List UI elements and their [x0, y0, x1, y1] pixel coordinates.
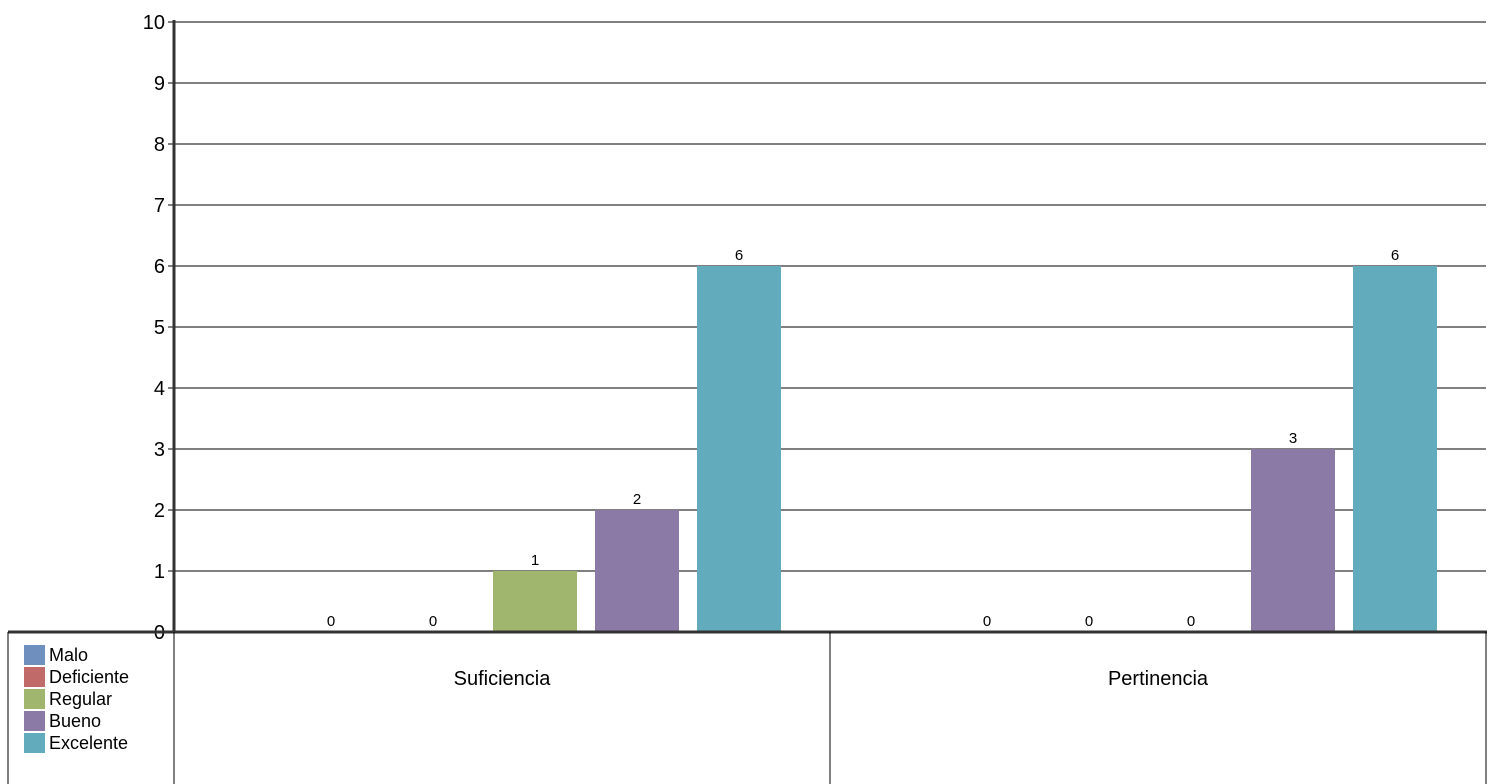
y-tick-label-2: 2 [154, 500, 165, 522]
data-label-pertinencia-regular: 0 [1187, 613, 1195, 630]
y-tick-label-4: 4 [154, 378, 165, 400]
legend-swatch-malo [24, 645, 45, 665]
data-label-pertinencia-deficiente: 0 [1085, 613, 1093, 630]
y-tick-label-8: 8 [154, 134, 165, 156]
legend-swatch-excelente [24, 733, 45, 753]
category-label-pertinencia: Pertinencia [1108, 668, 1209, 690]
bar-suficiencia-regular [493, 571, 577, 632]
legend-swatch-regular [24, 689, 45, 709]
legend-label-deficiente: Deficiente [49, 667, 130, 687]
legend-item-malo: Malo [24, 644, 129, 666]
data-label-pertinencia-excelente: 6 [1391, 247, 1399, 264]
bar-pertinencia-excelente [1353, 266, 1437, 632]
y-tick-label-1: 1 [154, 561, 165, 583]
data-label-suficiencia-regular: 1 [531, 552, 539, 569]
legend-item-bueno: Bueno [24, 710, 129, 732]
y-tick-label-10: 10 [143, 12, 165, 34]
category-label-suficiencia: Suficiencia [454, 668, 552, 690]
legend-label-bueno: Bueno [49, 711, 102, 731]
bar-pertinencia-bueno [1251, 449, 1335, 632]
data-label-pertinencia-bueno: 3 [1289, 430, 1297, 447]
legend-swatch-bueno [24, 711, 45, 731]
legend-item-excelente: Excelente [24, 732, 129, 754]
data-label-suficiencia-deficiente: 0 [429, 613, 437, 630]
bar-suficiencia-bueno [595, 510, 679, 632]
y-tick-label-6: 6 [154, 256, 165, 278]
legend-label-regular: Regular [49, 689, 113, 709]
bar-suficiencia-excelente [697, 266, 781, 632]
legend: Malo Deficiente Regular Bueno Excelente [24, 644, 129, 754]
y-tick-label-7: 7 [154, 195, 165, 217]
legend-item-deficiente: Deficiente [24, 666, 129, 688]
y-tick-label-5: 5 [154, 317, 165, 339]
data-label-suficiencia-bueno: 2 [633, 491, 641, 508]
legend-item-regular: Regular [24, 688, 129, 710]
legend-swatch-deficiente [24, 667, 45, 687]
data-label-suficiencia-malo: 0 [327, 613, 335, 630]
y-tick-label-9: 9 [154, 73, 165, 95]
data-label-suficiencia-excelente: 6 [735, 247, 743, 264]
data-label-pertinencia-malo: 0 [983, 613, 991, 630]
y-tick-label-3: 3 [154, 439, 165, 461]
legend-label-malo: Malo [49, 645, 89, 665]
legend-label-excelente: Excelente [49, 733, 129, 753]
